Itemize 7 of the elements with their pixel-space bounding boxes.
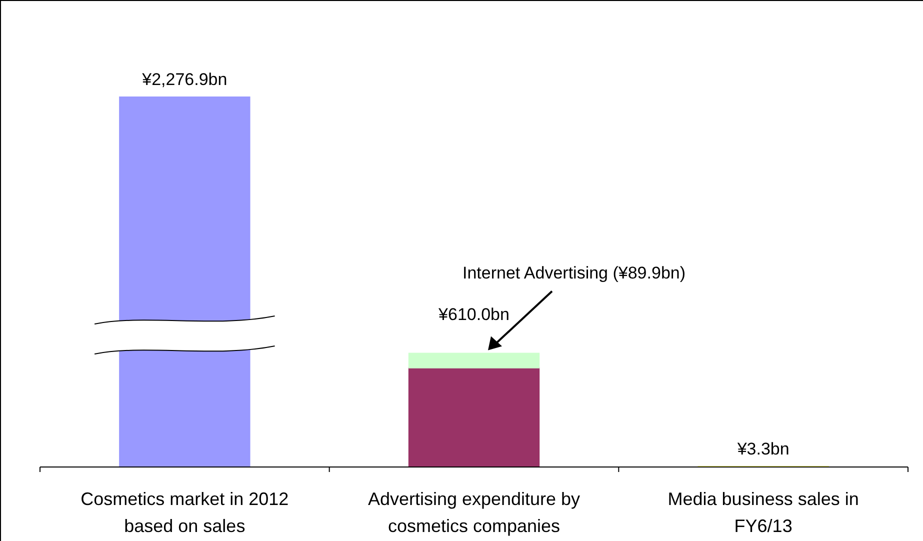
data-label: ¥3.3bn (736, 439, 790, 458)
data-label: Internet Advertising (¥89.9bn) (462, 263, 686, 282)
data-label: ¥2,276.9bn (141, 70, 228, 89)
x-tick-label: Cosmetics market in 2012 based on sales (80, 489, 289, 536)
x-tick-label: Advertising expenditure by cosmetics companies (368, 489, 580, 536)
x-tick-label: Media business sales in FY6/13 (668, 489, 859, 536)
data-label: ¥610.0bn (438, 304, 510, 324)
